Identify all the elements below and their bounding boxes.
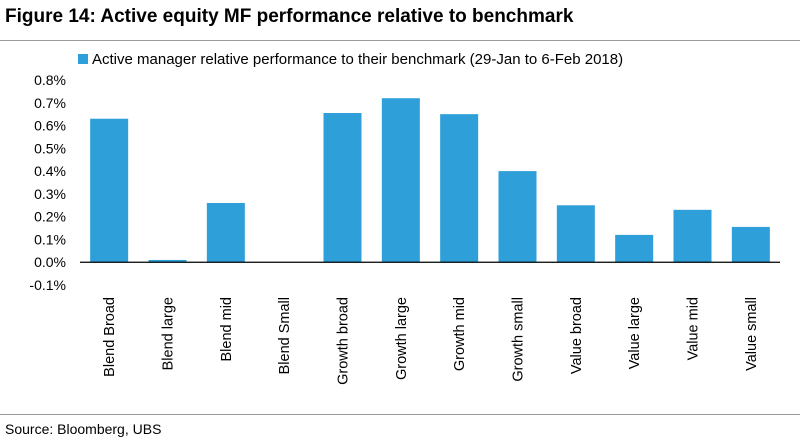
x-category-label: Value small — [744, 297, 760, 371]
y-tick-label: 0.5% — [34, 140, 66, 156]
x-category-label: Growth large — [394, 297, 410, 380]
x-category-label: Growth broad — [336, 297, 352, 385]
bar — [673, 209, 712, 263]
bar — [148, 259, 187, 263]
bar — [323, 113, 362, 263]
legend-label: Active manager relative performance to t… — [92, 51, 623, 68]
figure-title: Figure 14: Active equity MF performance … — [5, 6, 574, 27]
y-tick-label: 0.3% — [34, 186, 66, 202]
bar — [90, 118, 129, 263]
x-category-label: Blend mid — [219, 297, 235, 361]
x-axis-labels: Blend Broad Blend large Blend mid Blend Sma… — [102, 297, 760, 385]
x-category-label: Value mid — [686, 297, 702, 360]
legend-swatch — [78, 54, 88, 64]
bottom-divider — [0, 414, 800, 415]
x-category-label: Blend large — [161, 297, 177, 370]
y-tick-label: 0.1% — [34, 231, 66, 247]
x-category-label: Growth small — [511, 297, 527, 382]
x-category-label: Value large — [627, 297, 643, 369]
y-tick-label: 0.0% — [34, 254, 66, 270]
bars — [90, 98, 770, 263]
x-category-label: Value broad — [569, 297, 585, 374]
bar — [498, 171, 537, 263]
y-tick-label: 0.7% — [34, 95, 66, 111]
bar — [440, 114, 479, 263]
x-category-label: Growth mid — [452, 297, 468, 371]
y-axis-ticks: 0.8% 0.7% 0.6% 0.5% 0.4% 0.3% 0.2% 0.1% 0.0% -0.1… — [29, 72, 66, 293]
legend: Active manager relative performance to t… — [78, 51, 623, 68]
x-category-label: Blend Broad — [102, 297, 118, 377]
bar — [615, 234, 654, 263]
bar — [556, 205, 595, 263]
y-tick-label: 0.8% — [34, 72, 66, 88]
bar — [381, 98, 420, 263]
x-category-label: Blend Small — [277, 297, 293, 374]
y-tick-label: 0.2% — [34, 209, 66, 225]
y-tick-label: -0.1% — [29, 277, 66, 293]
top-divider — [0, 40, 800, 41]
bar — [206, 203, 245, 263]
y-tick-label: 0.6% — [34, 118, 66, 134]
source-note: Source: Bloomberg, UBS — [5, 421, 162, 437]
bar — [731, 226, 770, 263]
y-tick-label: 0.4% — [34, 163, 66, 179]
